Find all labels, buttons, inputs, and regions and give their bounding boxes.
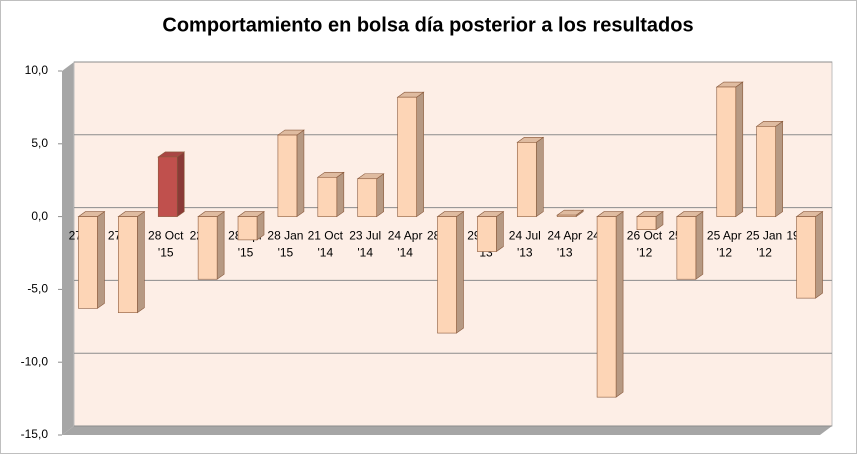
bar — [596, 211, 625, 398]
bar-side — [176, 151, 185, 218]
bar — [237, 211, 265, 241]
bar-front — [357, 178, 378, 217]
bar — [117, 211, 146, 314]
x-tick-label: 25 Jan '12 — [746, 229, 782, 260]
bar — [316, 171, 345, 218]
bar-side — [775, 120, 783, 218]
x-tick-label: 24 Jul '13 — [509, 229, 541, 260]
bar-front — [477, 216, 497, 252]
y-tick-label: -15,0 — [21, 427, 49, 441]
bar-side — [216, 211, 225, 280]
y-tick-label: 5,0 — [31, 136, 48, 150]
bar-side — [535, 136, 544, 218]
y-tick-label: 0,0 — [31, 209, 48, 223]
bar — [157, 151, 186, 218]
bar-front — [317, 176, 338, 217]
side-wall — [62, 62, 74, 435]
floor — [62, 426, 832, 435]
bar-side — [416, 91, 424, 218]
x-tick-label: 28 Jan '15 — [267, 229, 303, 260]
bar — [436, 211, 465, 334]
x-tick-label: 24 Apr '13 — [547, 229, 582, 260]
bar-side — [496, 211, 504, 253]
bar-front — [397, 96, 417, 217]
x-tick-label: 21 Oct '14 — [308, 229, 344, 260]
bar-side — [815, 211, 823, 299]
bar-front — [237, 216, 258, 241]
bar-front — [716, 86, 737, 217]
bar — [516, 136, 545, 218]
bar — [795, 211, 824, 299]
bar — [396, 91, 425, 218]
bar — [715, 81, 744, 218]
y-tick-label: 10,0 — [25, 63, 49, 77]
bar-side — [735, 81, 744, 218]
bar-side — [456, 211, 464, 334]
bar-side — [376, 173, 385, 218]
bar-front — [796, 216, 816, 299]
x-tick-label: 26 Oct '12 — [627, 229, 663, 260]
bar — [556, 209, 585, 218]
x-tick-label: 24 Apr '14 — [388, 229, 423, 260]
bar-front — [197, 216, 218, 280]
bar — [276, 129, 305, 218]
bar — [77, 211, 106, 309]
bar — [197, 211, 226, 280]
bar — [675, 211, 704, 280]
x-tick-label: 23 Jul '14 — [349, 229, 381, 260]
bar-front — [756, 126, 776, 217]
y-tick-label: -5,0 — [27, 282, 48, 296]
bar-front — [676, 216, 697, 280]
bar-front — [636, 216, 657, 231]
bar-front — [118, 216, 138, 313]
bar-front — [516, 142, 537, 217]
y-tick-label: -10,0 — [21, 354, 49, 368]
chart-title: Comportamiento en bolsa día posterior a … — [162, 14, 693, 36]
x-tick-label: 28 Oct '15 — [148, 229, 184, 260]
bar — [476, 211, 505, 253]
bar-side — [296, 129, 305, 218]
x-tick-label: 25 Apr '12 — [707, 229, 742, 260]
bar-front — [157, 156, 178, 217]
bar-side — [336, 171, 345, 218]
bar — [636, 211, 664, 231]
bar-side — [695, 211, 704, 280]
bar-side — [137, 211, 145, 314]
bar-front — [437, 216, 457, 334]
bar-side — [97, 211, 105, 309]
bar-front — [78, 216, 98, 309]
bar-front — [556, 214, 577, 217]
bar-front — [277, 134, 298, 217]
bar — [755, 120, 784, 218]
bar-front — [596, 216, 617, 398]
bar-side — [615, 211, 624, 398]
bar — [356, 173, 385, 218]
